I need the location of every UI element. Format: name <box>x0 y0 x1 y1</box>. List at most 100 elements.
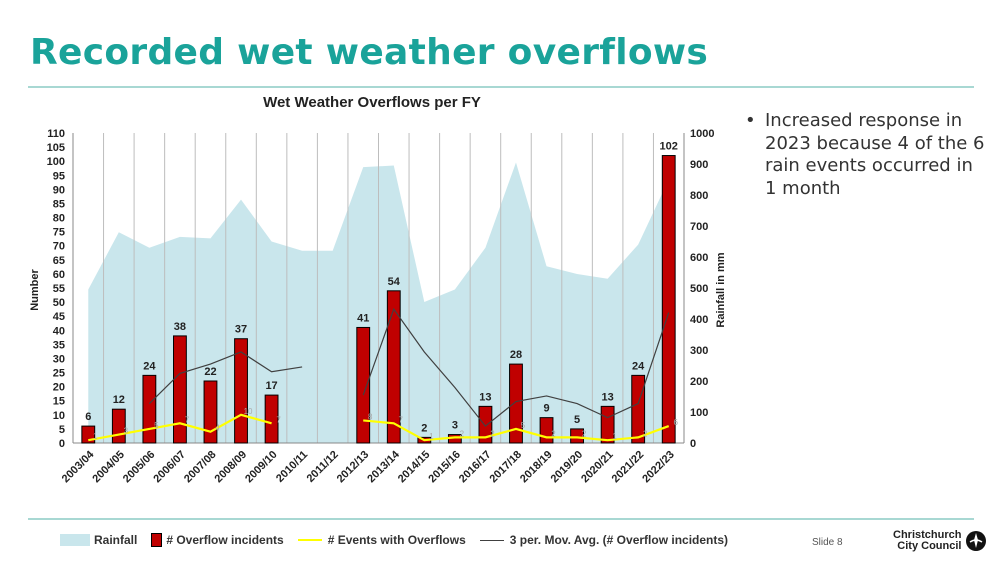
y2-tick-label: 1000 <box>690 128 714 140</box>
event-value-label: 7 <box>399 415 404 424</box>
bullet-text: Increased response in 2023 because 4 of … <box>765 110 985 199</box>
x-tick-label: 2017/18 <box>487 449 524 486</box>
events-line <box>363 419 670 442</box>
event-value-label: 2 <box>551 429 556 438</box>
x-tick-label: 2018/19 <box>518 449 555 486</box>
event-value-label: 7 <box>276 415 281 424</box>
y2-tick-label: 500 <box>690 283 708 295</box>
y-tick-label: 50 <box>53 297 65 309</box>
slide-number: Slide 8 <box>812 537 843 548</box>
y-tick-label: 35 <box>53 339 65 351</box>
event-value-label: 2 <box>582 429 587 438</box>
y-tick-label: 85 <box>53 198 65 210</box>
x-tick-label: 2013/14 <box>365 448 402 485</box>
bar-value-label: 13 <box>479 391 491 403</box>
event-value-label: 10 <box>244 407 253 416</box>
footer-divider <box>28 518 974 520</box>
x-tick-label: 2015/16 <box>426 449 463 486</box>
y2-axis-label: Rainfall in mm <box>715 252 727 327</box>
legend-label-rainfall: Rainfall <box>94 533 138 547</box>
x-tick-label: 2022/23 <box>640 449 677 486</box>
event-value-label: 3 <box>124 427 129 436</box>
event-value-label: 4 <box>215 424 220 433</box>
y-tick-label: 60 <box>53 269 65 281</box>
events-line <box>88 413 272 442</box>
event-value-label: 2 <box>490 429 495 438</box>
bar-value-label: 3 <box>452 420 458 432</box>
chart-legend: Rainfall # Overflow incidents # Events w… <box>60 530 742 550</box>
y2-tick-label: 200 <box>690 376 708 388</box>
overflow-bar <box>386 290 401 444</box>
x-tick-label: 2019/20 <box>549 449 586 486</box>
overflow-bar <box>173 335 187 444</box>
legend-swatch-events <box>297 539 322 541</box>
event-value-label: 6 <box>673 418 678 427</box>
bar-value-label: 17 <box>265 380 277 392</box>
y-tick-label: 30 <box>53 353 65 365</box>
bar-value-label: 22 <box>204 366 216 378</box>
overflow-bar <box>203 380 218 444</box>
overflow-bar <box>509 363 523 444</box>
x-tick-label: 2016/17 <box>457 449 494 486</box>
x-tick-label: 2010/11 <box>274 449 310 485</box>
x-tick-label: 2008/09 <box>213 449 250 486</box>
slide-title: Recorded wet weather overflows <box>30 32 709 73</box>
moving-average-line <box>148 351 303 404</box>
legend-swatch-overflow-incidents <box>151 533 163 547</box>
y-tick-label: 90 <box>53 184 65 196</box>
legend-label-moving-average: 3 per. Mov. Avg. (# Overflow incidents) <box>509 533 729 547</box>
event-value-label: 1 <box>429 432 434 441</box>
bar-value-label: 2 <box>421 422 427 434</box>
title-divider <box>28 86 974 88</box>
x-tick-label: 2011/12 <box>305 449 341 485</box>
logo-line-2: City Council <box>897 540 962 552</box>
y-axis-label: Number <box>29 269 41 311</box>
legend-swatch-moving-average <box>479 539 504 541</box>
event-value-label: 8 <box>368 412 373 421</box>
y2-tick-label: 600 <box>690 252 708 264</box>
overflow-bar <box>570 428 584 444</box>
legend-item-moving-average: 3 per. Mov. Avg. (# Overflow incidents) <box>479 533 729 547</box>
bar-value-label: 37 <box>235 324 247 336</box>
overflow-bar <box>142 374 157 444</box>
y2-tick-label: 900 <box>690 159 708 171</box>
x-tick-label: 2012/13 <box>335 449 372 486</box>
legend-swatch-rainfall <box>60 534 90 546</box>
y-tick-label: 105 <box>47 142 65 154</box>
x-tick-label: 2007/08 <box>182 449 219 486</box>
x-tick-label: 2004/05 <box>90 449 127 486</box>
y-tick-label: 75 <box>53 227 65 239</box>
logo-line-1: Christchurch <box>893 529 962 541</box>
y-tick-label: 10 <box>53 410 65 422</box>
y-tick-label: 110 <box>47 128 65 140</box>
y-tick-label: 40 <box>53 325 65 337</box>
moving-average-line <box>362 307 670 427</box>
y-tick-label: 55 <box>53 283 65 295</box>
x-tick-label: 2009/10 <box>243 449 280 486</box>
y-tick-label: 95 <box>53 170 65 182</box>
chart-title: Wet Weather Overflows per FY <box>263 94 481 111</box>
x-tick-label: 2003/04 <box>60 448 97 485</box>
event-value-label: 7 <box>185 415 190 424</box>
overflow-bar <box>356 326 371 444</box>
overflow-bar <box>661 155 676 444</box>
y2-tick-label: 100 <box>690 407 708 419</box>
overflow-bar <box>264 394 279 444</box>
y-tick-label: 45 <box>53 311 65 323</box>
x-tick-label: 2005/06 <box>121 449 158 486</box>
y-tick-label: 0 <box>59 438 65 450</box>
bar-value-label: 102 <box>660 141 678 153</box>
legend-label-overflow-incidents: # Overflow incidents <box>166 533 284 547</box>
event-value-label: 5 <box>521 421 526 430</box>
council-emblem-icon <box>966 531 987 551</box>
event-value-label: 2 <box>460 429 465 438</box>
y-tick-label: 80 <box>53 213 65 225</box>
y-tick-label: 15 <box>53 396 65 408</box>
bar-value-label: 24 <box>143 360 156 372</box>
event-value-label: 2 <box>643 429 648 438</box>
legend-item-rainfall: Rainfall <box>60 533 137 547</box>
bar-value-label: 12 <box>113 394 125 406</box>
y2-tick-label: 400 <box>690 314 708 326</box>
bar-value-label: 13 <box>602 391 614 403</box>
